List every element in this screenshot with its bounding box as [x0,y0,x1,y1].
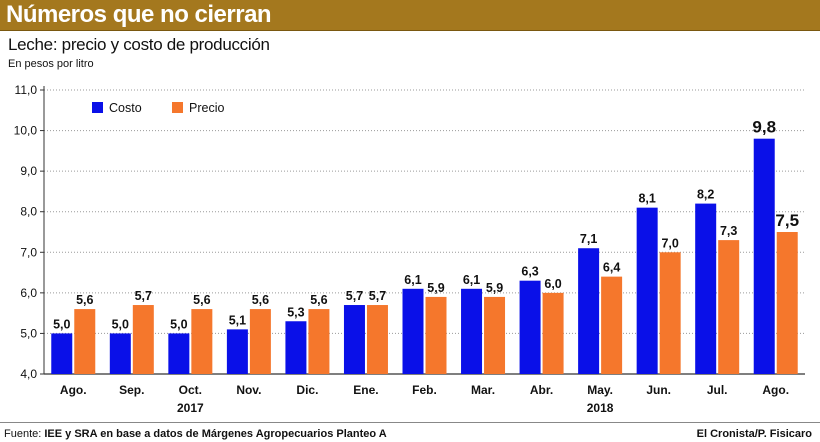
bar-costo [109,333,131,374]
bar-costo [753,138,775,374]
x-tick-label: May. [587,383,613,397]
unit-label: En pesos por litro [8,58,94,70]
x-tick-label: Jun. [646,383,671,397]
data-label-costo: 7,1 [580,232,597,246]
year-label: 2018 [587,401,614,415]
x-tick-label: Feb. [412,383,437,397]
x-tick-label: Ago. [762,383,789,397]
bar-costo [168,333,190,374]
data-label-precio: 6,4 [603,261,620,275]
y-tick-label: 9,0 [20,164,37,178]
x-tick-label: Dic. [296,383,318,397]
bar-costo [285,321,307,374]
data-label-costo: 5,0 [112,317,129,331]
footer-divider [0,422,820,423]
data-label-costo: 6,1 [404,273,421,287]
bar-costo [51,333,73,374]
bar-costo [636,207,658,374]
legend-label-precio: Precio [189,101,224,115]
legend-swatch-costo [92,102,103,113]
bar-costo [226,329,248,374]
title-bar: Números que no cierran [0,0,820,31]
bar-costo [461,288,483,374]
bar-precio [132,305,154,374]
data-label-costo: 6,1 [463,273,480,287]
x-tick-label: Jul. [707,383,728,397]
data-label-costo: 8,1 [638,192,655,206]
x-tick-label: Abr. [530,383,553,397]
data-label-precio: 5,6 [193,293,210,307]
y-tick-label: 6,0 [20,286,37,300]
data-label-precio: 6,0 [544,277,561,291]
data-label-precio: 5,6 [310,293,327,307]
bar-precio [366,305,388,374]
chart-subtitle: Leche: precio y costo de producción [8,35,270,54]
data-label-costo: 8,2 [697,188,714,202]
bar-costo [695,203,717,374]
source-note: Fuente: IEE y SRA en base a datos de Már… [4,428,387,440]
y-tick-label: 8,0 [20,205,37,219]
bar-precio [542,292,564,374]
y-tick-label: 10,0 [14,124,38,138]
data-label-costo: 5,0 [53,317,70,331]
source-text: IEE y SRA en base a datos de Márgenes Ag… [44,428,387,440]
bar-costo [578,248,600,374]
bar-chart: 4,0 5,0 6,0 7,0 8,0 9,0 10,0 11,0 5,0 5,6 Ago. 5,0 5… [14,83,805,415]
bar-precio [425,296,447,374]
y-tick-label: 7,0 [20,245,37,259]
data-label-precio: 7,5 [775,211,799,230]
bar-costo [343,305,365,374]
bar-costo [519,280,541,374]
y-tick-label: 5,0 [20,326,37,340]
credit: El Cronista/P. Fisicaro [696,428,812,440]
year-label: 2017 [177,401,204,415]
source-label: Fuente: [4,428,42,440]
page-title: Números que no cierran [6,1,272,28]
bar-costo [402,288,424,374]
y-tick-label: 4,0 [20,367,37,381]
x-tick-label: Mar. [471,383,495,397]
data-label-precio: 5,6 [76,293,93,307]
data-label-precio: 5,6 [252,293,269,307]
bar-precio [191,309,213,374]
data-label-costo: 5,1 [229,313,246,327]
data-label-precio: 5,7 [369,289,386,303]
x-tick-label: Ene. [353,383,378,397]
bar-precio [249,309,271,374]
data-label-costo: 9,8 [752,118,776,137]
legend-label-costo: Costo [109,101,142,115]
data-label-precio: 7,0 [661,236,678,250]
data-label-precio: 5,9 [427,281,444,295]
bar-precio [776,232,798,374]
bar-precio [74,309,96,374]
data-label-costo: 6,3 [521,265,538,279]
data-label-precio: 7,3 [720,224,737,238]
bar-precio [484,296,506,374]
x-tick-label: Ago. [60,383,87,397]
bar-precio [718,240,740,374]
x-tick-label: Nov. [236,383,261,397]
data-label-precio: 5,9 [486,281,503,295]
legend-swatch-precio [172,102,183,113]
data-label-costo: 5,0 [170,317,187,331]
data-label-costo: 5,3 [287,305,304,319]
bar-precio [659,252,681,374]
bar-precio [308,309,330,374]
x-tick-label: Sep. [119,383,144,397]
data-label-costo: 5,7 [346,289,363,303]
bar-precio [601,276,623,374]
y-tick-label: 11,0 [15,83,38,97]
x-tick-label: Oct. [179,383,202,397]
data-label-precio: 5,7 [135,289,152,303]
